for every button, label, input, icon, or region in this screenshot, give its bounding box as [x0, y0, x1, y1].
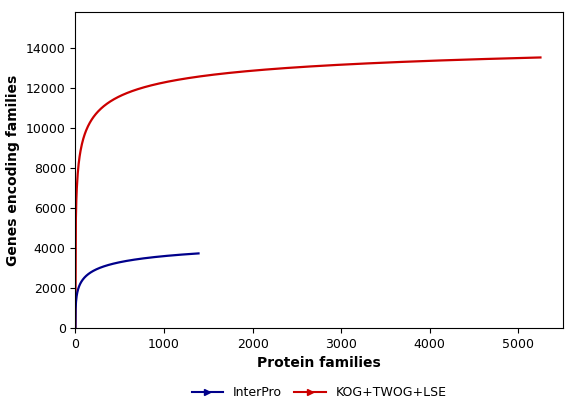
- X-axis label: Protein families: Protein families: [257, 356, 381, 370]
- Legend: InterPro, KOG+TWOG+LSE: InterPro, KOG+TWOG+LSE: [187, 381, 451, 400]
- Y-axis label: Genes encoding families: Genes encoding families: [6, 74, 20, 266]
